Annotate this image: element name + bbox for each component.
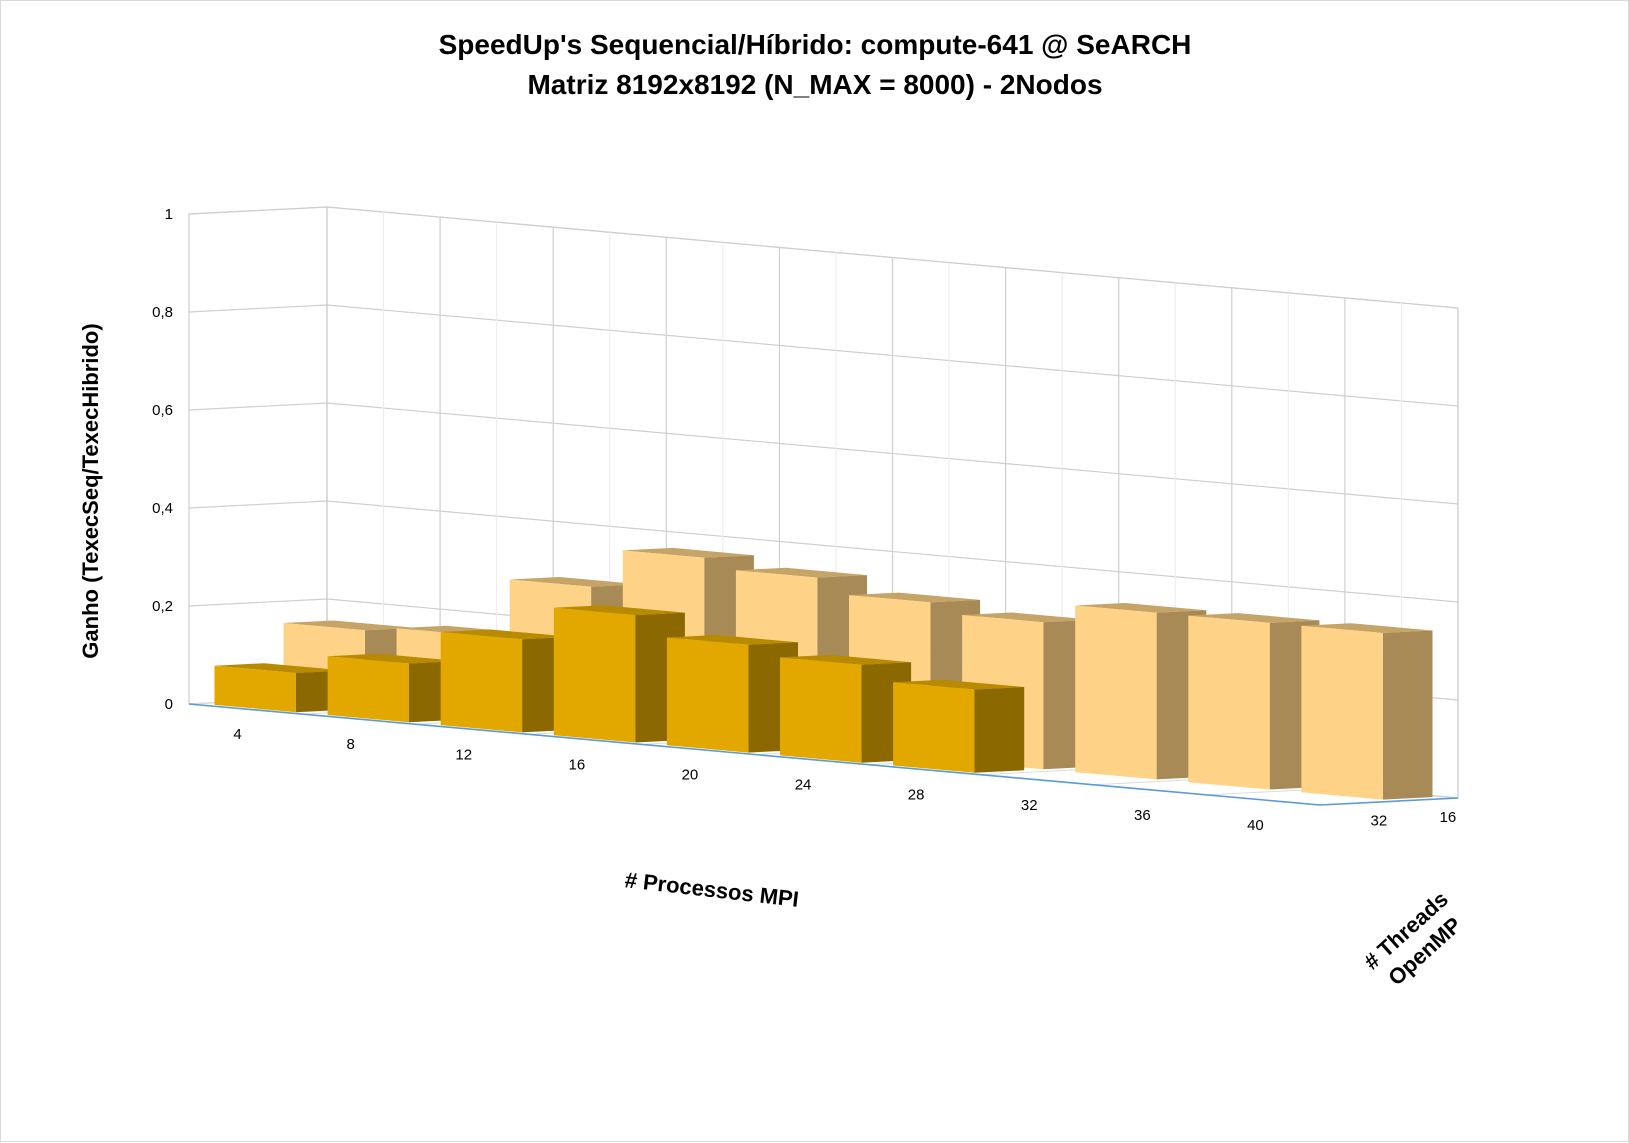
bar-front (1188, 615, 1270, 790)
bar-front (1301, 625, 1383, 800)
bar-top (1188, 613, 1320, 623)
bar-top (1075, 603, 1207, 613)
bar-top (666, 635, 798, 645)
axis-labels: 0 0,2 0,4 0,6 0,8 1 4 8 12 16 20 24 28 32 36 40 32 16 (152, 206, 1456, 834)
x-tick-label: 20 (682, 766, 699, 783)
bar-top (509, 577, 641, 587)
z-axis-title: # Threads OpenMP (1359, 886, 1466, 990)
chart-subtitle: Matriz 8192x8192 (N_MAX = 8000) - 2Nodos (527, 69, 1102, 100)
y-tick-label: 0 (165, 696, 173, 713)
y-tick-label: 0,8 (152, 304, 173, 321)
bar-32-12 (440, 629, 572, 733)
gridline-y (188, 304, 1459, 407)
x-tick-label: 28 (908, 787, 925, 804)
bar-32-4 (214, 663, 346, 713)
chart-title: SpeedUp's Sequencial/Híbrido: compute-64… (439, 29, 1192, 60)
bar-16-36 (1188, 613, 1320, 790)
bar-top (780, 654, 912, 665)
bar-top (962, 612, 1094, 623)
y-axis-title: Ganho (TexecSeq/TexecHibrido) (78, 323, 103, 658)
x-tick-label: 24 (795, 777, 812, 794)
bar-32-8 (327, 653, 459, 723)
bar-top (1301, 623, 1433, 633)
bar-top (327, 653, 459, 664)
bar-front (1075, 605, 1157, 780)
bar-side (974, 687, 1025, 773)
z-tick-label: 32 (1371, 812, 1388, 829)
bar-32-28 (893, 679, 1025, 773)
bars (214, 547, 1433, 800)
bar-top (553, 605, 685, 616)
x-tick-label: 16 (569, 756, 586, 773)
bar-front (893, 682, 975, 773)
bar-side (1382, 630, 1433, 800)
bar-32-16 (553, 605, 685, 743)
bar-16-40 (1301, 623, 1433, 800)
bar-32-24 (780, 654, 912, 763)
bar-front (327, 656, 409, 723)
bar-top (893, 679, 1025, 690)
bar-top (214, 663, 346, 673)
bar-16-32 (1075, 603, 1207, 780)
bar-front (553, 607, 636, 743)
y-tick-label: 0,2 (152, 598, 173, 615)
bar-front (214, 665, 296, 713)
bar-front (666, 637, 749, 753)
axes (188, 703, 1459, 806)
x-axis-title: # Processos MPI (624, 867, 801, 912)
bar-top (440, 629, 572, 640)
x-tick-label: 32 (1021, 797, 1038, 814)
z-axis-line (1319, 797, 1459, 806)
bar-32-20 (666, 635, 798, 753)
bar-top (622, 547, 754, 558)
bar-top (283, 620, 415, 631)
x-tick-label: 4 (233, 726, 241, 743)
x-tick-label: 36 (1134, 807, 1151, 824)
x-axis-line (188, 703, 1321, 806)
y-tick-label: 0,6 (152, 402, 173, 419)
bar-front (780, 657, 862, 763)
bar-front (440, 632, 523, 733)
gridline-y (188, 402, 1459, 505)
y-tick-label: 0,4 (152, 500, 173, 517)
x-tick-label: 40 (1247, 817, 1264, 834)
y-tick-label: 1 (165, 206, 173, 223)
bar-top (849, 592, 981, 603)
z-tick-label: 16 (1440, 809, 1457, 826)
x-tick-label: 12 (455, 746, 472, 763)
bar-top (735, 567, 867, 578)
x-tick-label: 8 (346, 736, 354, 753)
gridline-y (188, 206, 1459, 309)
